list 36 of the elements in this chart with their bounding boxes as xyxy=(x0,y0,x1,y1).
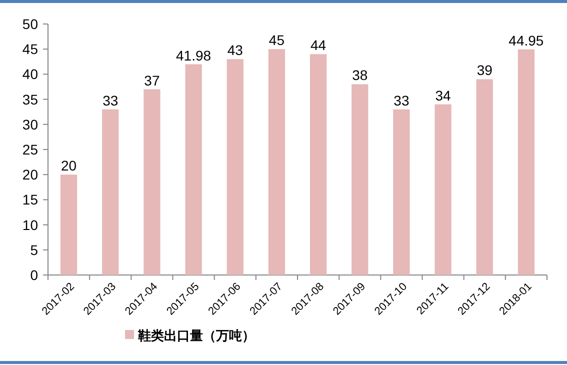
bar xyxy=(60,174,78,275)
data-label: 34 xyxy=(435,87,452,104)
y-tick-label: 30 xyxy=(22,116,38,132)
bar xyxy=(310,54,327,275)
bar xyxy=(144,89,160,275)
data-label: 44.95 xyxy=(508,32,544,48)
data-label: 38 xyxy=(352,67,368,84)
bar xyxy=(476,79,493,275)
legend-label: 鞋类出口量（万吨） xyxy=(137,328,255,343)
bar xyxy=(352,84,368,275)
bar xyxy=(393,109,410,275)
data-label: 44 xyxy=(310,37,326,54)
y-tick-label: 0 xyxy=(30,267,38,283)
y-tick-label: 10 xyxy=(22,216,38,233)
data-label: 37 xyxy=(144,72,160,88)
data-label: 43 xyxy=(227,42,244,58)
bar xyxy=(518,49,535,275)
data-label: 20 xyxy=(61,158,77,174)
data-label: 45 xyxy=(268,32,285,48)
bar xyxy=(102,109,119,275)
data-label: 33 xyxy=(394,92,410,108)
bar xyxy=(434,104,452,275)
y-tick-label: 40 xyxy=(22,66,38,82)
data-label: 33 xyxy=(102,92,118,108)
bar xyxy=(226,59,244,275)
y-tick-label: 5 xyxy=(30,242,38,258)
y-tick-label: 50 xyxy=(22,16,38,32)
y-tick-label: 25 xyxy=(22,142,38,158)
bar xyxy=(268,49,286,275)
data-label: 39 xyxy=(476,62,493,78)
data-label: 41.98 xyxy=(176,47,212,64)
y-tick-label: 35 xyxy=(22,91,38,108)
bar xyxy=(185,64,202,275)
y-tick-label: 45 xyxy=(22,41,38,58)
y-tick-label: 20 xyxy=(22,166,38,183)
y-tick-label: 15 xyxy=(22,192,38,208)
